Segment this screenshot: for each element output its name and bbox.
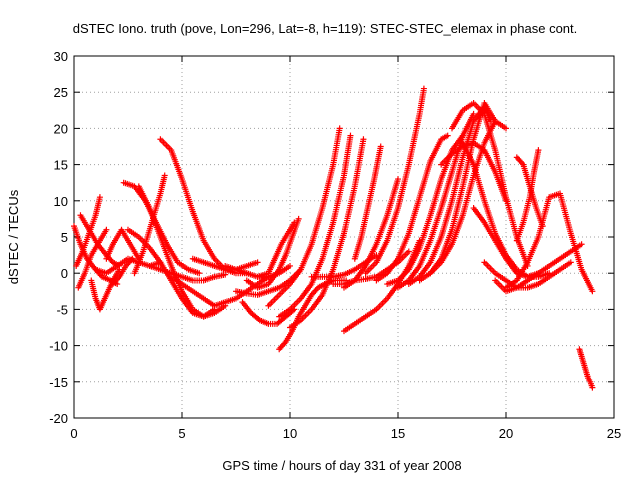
data-arc	[373, 132, 451, 284]
data-point	[161, 172, 168, 179]
data-point	[589, 384, 596, 391]
data-arc	[135, 183, 229, 320]
data-point	[360, 136, 367, 143]
data-arc	[492, 241, 585, 295]
data-arc	[243, 215, 302, 291]
data-arc	[384, 132, 466, 288]
x-tick-label: 20	[499, 426, 513, 441]
chart-title: dSTEC Iono. truth (pove, Lon=296, Lat=-8…	[73, 21, 578, 36]
data-arc	[265, 125, 343, 309]
data-point	[96, 194, 103, 201]
data-point	[535, 147, 542, 154]
data-point	[578, 241, 585, 248]
y-tick-label: -20	[49, 411, 68, 426]
y-tick-label: 0	[61, 266, 68, 281]
y-tick-label: -5	[56, 302, 68, 317]
x-tick-label: 0	[70, 426, 77, 441]
x-axis-label: GPS time / hours of day 331 of year 2008	[222, 458, 461, 473]
data-point	[336, 125, 343, 132]
data-point	[291, 219, 298, 226]
y-tick-label: 25	[54, 85, 68, 100]
x-tick-label: 10	[283, 426, 297, 441]
data-point	[420, 85, 427, 92]
y-tick-label: 30	[54, 49, 68, 64]
x-tick-label: 25	[607, 426, 621, 441]
data-point	[405, 248, 412, 255]
data-arc	[503, 190, 596, 295]
data-arc	[254, 219, 298, 280]
data-point	[196, 270, 203, 277]
data-arc	[287, 136, 367, 331]
data-arc	[239, 299, 298, 327]
data-arc	[351, 143, 384, 262]
data-point	[103, 226, 110, 233]
data-arc	[276, 132, 354, 320]
x-tick-label: 15	[391, 426, 405, 441]
y-axis-label: dSTEC / TECUs	[6, 189, 21, 284]
data-point	[222, 271, 229, 278]
data-point	[295, 215, 302, 222]
data-point	[129, 255, 136, 262]
data-point	[287, 262, 293, 269]
data-point	[444, 132, 451, 139]
data-point	[567, 259, 574, 266]
data-point	[470, 110, 477, 117]
y-tick-label: 15	[54, 158, 68, 173]
y-tick-label: -10	[49, 339, 68, 354]
data-arc	[103, 226, 142, 262]
data-arc	[362, 85, 427, 277]
data-point	[347, 132, 354, 139]
data-arc	[341, 176, 401, 291]
data-arc	[146, 262, 229, 284]
data-point	[503, 125, 509, 132]
data-arc	[576, 346, 596, 391]
y-tick-label: 5	[61, 230, 68, 245]
data-point	[254, 259, 261, 266]
data-arc	[513, 147, 542, 244]
data-point	[395, 176, 401, 183]
data-arc	[109, 255, 136, 288]
data-point	[377, 143, 384, 150]
data-point	[589, 288, 596, 295]
data-series	[71, 85, 596, 391]
data-arc	[276, 277, 350, 353]
axis-ticks: 0 5 10 15 20 25 -20 -15 -10 -5 0 5 10 15 20 25 30	[49, 49, 621, 441]
y-tick-label: -15	[49, 375, 68, 390]
data-arc	[75, 226, 110, 291]
x-tick-label: 5	[178, 426, 185, 441]
y-tick-label: 10	[54, 194, 68, 209]
y-tick-label: 20	[54, 121, 68, 136]
